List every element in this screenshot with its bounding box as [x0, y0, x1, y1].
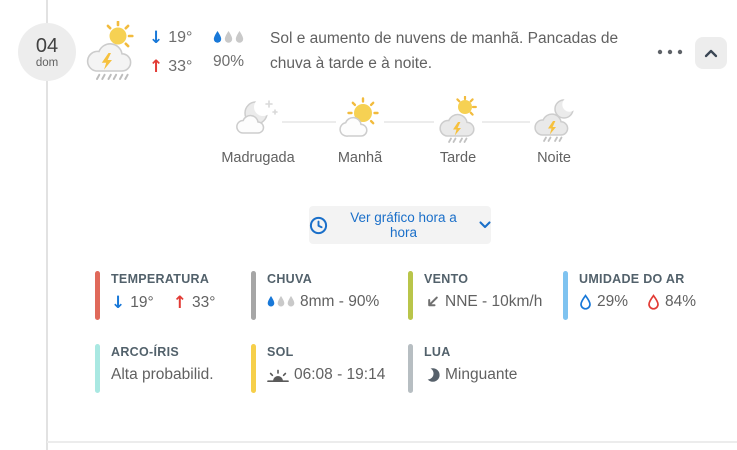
period-label: Noite: [537, 150, 571, 166]
sun-storm-cloud-icon: [80, 21, 140, 81]
color-bar: [251, 344, 256, 393]
wind-direction-arrow-icon: [424, 294, 440, 310]
period-noite: Noite: [506, 96, 602, 166]
moon-phase-value: Minguante: [445, 366, 518, 383]
sun-storm-cloud-icon: [434, 96, 482, 144]
card-lua: LUA Minguante: [408, 344, 560, 393]
moon-stars-cloud-icon: [234, 96, 282, 144]
day-weekday: dom: [35, 56, 59, 69]
card-title: ARCO-ÍRIS: [111, 345, 179, 359]
color-bar: [408, 344, 413, 393]
arrow-up-icon: ↑: [149, 57, 164, 77]
card-bottom-divider: [47, 441, 737, 443]
temp-min-value: 19°: [130, 294, 154, 311]
card-temperatura: TEMPERATURA ↓ 19° ↑ 33°: [95, 271, 247, 320]
droplet-outline-red-icon: [647, 294, 660, 310]
sun-cloud-icon: [336, 96, 384, 144]
raindrops-icon: [213, 31, 245, 44]
periods-connector-line: [259, 121, 553, 123]
wind-value: NNE - 10km/h: [445, 293, 543, 310]
header-temp-max: 33°: [168, 58, 193, 75]
card-chuva: CHUVA 8mm - 90%: [251, 271, 403, 320]
temp-max-value: 33°: [191, 294, 216, 311]
hourly-chart-button[interactable]: Ver gráfico hora a hora: [309, 206, 491, 244]
clock-icon: [309, 216, 328, 235]
arrow-down-icon: ↓: [149, 28, 164, 48]
card-title: VENTO: [424, 272, 469, 286]
period-label: Madrugada: [221, 150, 295, 166]
card-title: LUA: [424, 345, 451, 359]
card-title: CHUVA: [267, 272, 313, 286]
color-bar: [251, 271, 256, 320]
card-vento: VENTO NNE - 10km/h: [408, 271, 560, 320]
header-temp-min: 19°: [168, 29, 193, 46]
moon-storm-cloud-icon: [530, 96, 578, 144]
header-temperatures: ↓ 19° ↑ 33°: [149, 28, 192, 77]
period-madrugada: Madrugada: [210, 96, 306, 166]
collapse-button[interactable]: [695, 37, 727, 69]
card-title: SOL: [267, 345, 294, 359]
day-badge: 04 dom: [18, 23, 76, 81]
period-tarde: Tarde: [410, 96, 506, 166]
header-rain: 90%: [213, 31, 245, 71]
hourly-chart-label: Ver gráfico hora a hora: [350, 210, 457, 240]
moon-phase-icon: [424, 367, 440, 383]
more-options-button[interactable]: [655, 46, 685, 58]
period-label: Manhã: [337, 150, 383, 166]
sunrise-icon: [267, 367, 289, 384]
period-manha: Manhã: [312, 96, 408, 166]
chevron-down-icon: [479, 221, 491, 229]
card-umidade: UMIDADE DO AR 29% 84%: [563, 271, 715, 320]
period-label: Tarde: [439, 150, 477, 166]
color-bar: [95, 344, 100, 393]
card-title: TEMPERATURA: [111, 272, 210, 286]
sun-hours-value: 06:08 - 19:14: [294, 366, 386, 383]
droplet-outline-blue-icon: [579, 294, 592, 310]
card-sol: SOL 06:08 - 19:14: [251, 344, 403, 393]
arrow-up-icon: ↑: [172, 293, 187, 313]
rainbow-value: Alta probabilid.: [111, 366, 214, 383]
card-arco-iris: ARCO-ÍRIS Alta probabilid.: [95, 344, 247, 393]
day-number: 04: [35, 34, 59, 57]
color-bar: [95, 271, 100, 320]
humidity-min-value: 29%: [597, 293, 629, 310]
timeline-line: [46, 0, 48, 450]
arrow-down-icon: ↓: [111, 293, 126, 313]
more-options-icon: [657, 49, 683, 55]
raindrops-icon: [267, 296, 295, 308]
color-bar: [563, 271, 568, 320]
card-title: UMIDADE DO AR: [579, 272, 685, 286]
rain-value: 8mm - 90%: [300, 293, 380, 310]
forecast-description: Sol e aumento de nuvens de manhã. Pancad…: [270, 30, 619, 72]
humidity-max-value: 84%: [665, 293, 697, 310]
chevron-up-icon: [704, 49, 718, 58]
header-rain-probability: 90%: [213, 53, 245, 70]
color-bar: [408, 271, 413, 320]
